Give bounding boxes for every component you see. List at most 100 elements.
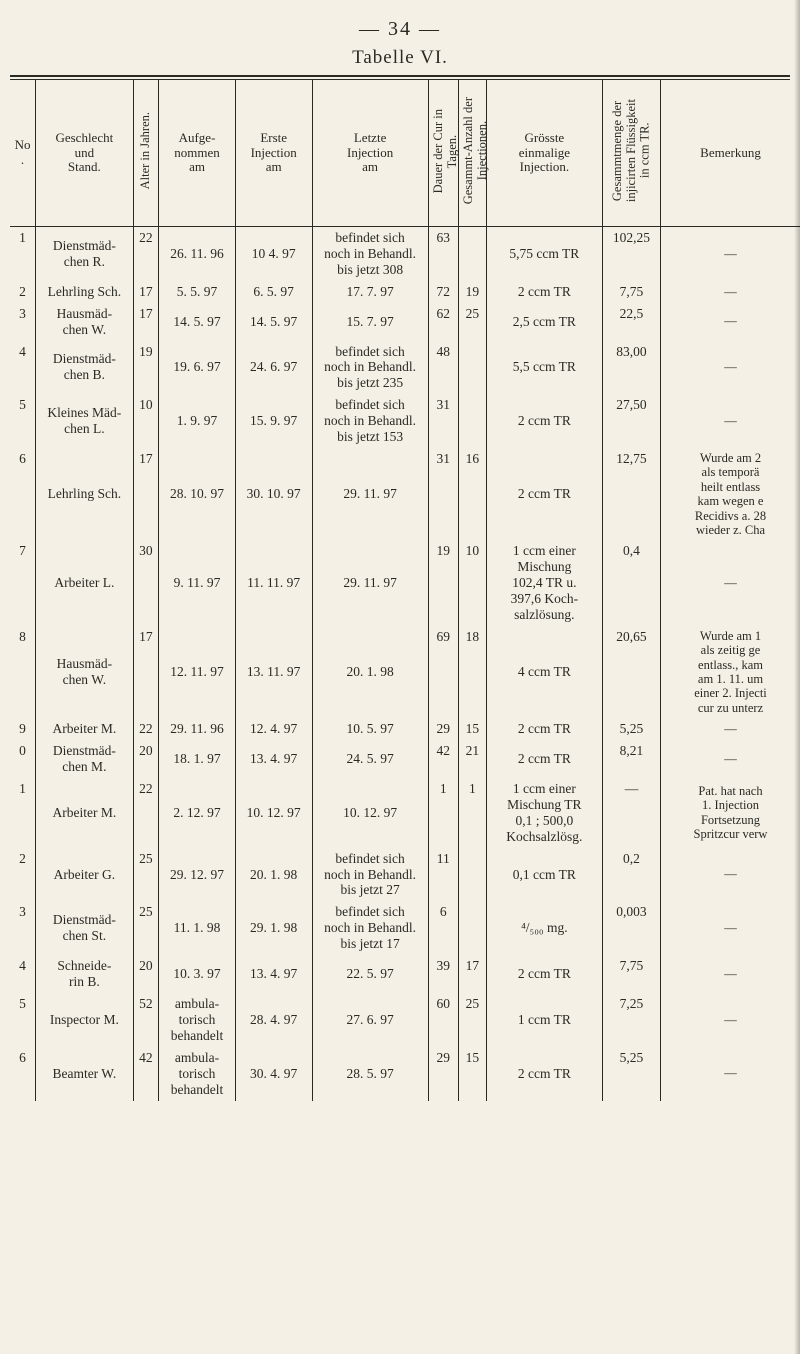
cell-no: 2	[10, 848, 36, 902]
cell-stand: Dienstmäd-chen M.	[36, 740, 134, 778]
col-bem-header: Bemerkung	[661, 80, 800, 227]
cell-letzte: befindet sichnoch in Behandl.bis jetzt 2…	[312, 341, 428, 395]
col-menge-header: Gesammtmenge derinjicirten Flüssigkeitin…	[602, 80, 660, 227]
cell-letzte: 29. 11. 97	[312, 540, 428, 626]
cell-stand: Hausmäd-chen W.	[36, 626, 134, 718]
cell-aufge: 26. 11. 96	[159, 227, 236, 281]
cell-stand: Schneide-rin B.	[36, 955, 134, 993]
cell-stand: Kleines Mäd-chen L.	[36, 394, 134, 448]
cell-alter: 25	[133, 901, 159, 955]
cell-alter: 22	[133, 778, 159, 848]
cell-erste: 10 4. 97	[235, 227, 312, 281]
cell-stand: Dienstmäd-chen St.	[36, 901, 134, 955]
cell-aufge: 5. 5. 97	[159, 281, 236, 303]
col-letzte-header: LetzteInjectionam	[312, 80, 428, 227]
cell-gross: 2 ccm TR	[486, 394, 602, 448]
cell-aufge: 29. 12. 97	[159, 848, 236, 902]
cell-no: 5	[10, 993, 36, 1047]
cell-letzte: 22. 5. 97	[312, 955, 428, 993]
table-row: 1Dienstmäd-chen R.2226. 11. 9610 4. 97be…	[10, 227, 800, 281]
cell-menge: 5,25	[602, 718, 660, 740]
cell-stand: Arbeiter M.	[36, 778, 134, 848]
col-gross-header: GrössteeinmaligeInjection.	[486, 80, 602, 227]
cell-letzte: 17. 7. 97	[312, 281, 428, 303]
cell-erste: 13. 4. 97	[235, 955, 312, 993]
cell-anz: 25	[458, 303, 486, 341]
cell-dauer: 60	[428, 993, 458, 1047]
page: — 34 — Tabelle VI. No. GeschlechtundStan…	[0, 0, 800, 1354]
cell-aufge: 9. 11. 97	[159, 540, 236, 626]
col-alter-header: Alter in Jahren.	[133, 80, 159, 227]
table-row: 3Dienstmäd-chen St.2511. 1. 9829. 1. 98b…	[10, 901, 800, 955]
cell-gross: 5,5 ccm TR	[486, 341, 602, 395]
cell-letzte: 27. 6. 97	[312, 993, 428, 1047]
cell-gross: 2 ccm TR	[486, 718, 602, 740]
cell-bem: —	[661, 303, 800, 341]
cell-dauer: 48	[428, 341, 458, 395]
cell-no: 4	[10, 955, 36, 993]
cell-gross: 2 ccm TR	[486, 955, 602, 993]
table-row: 2Lehrling Sch.175. 5. 976. 5. 9717. 7. 9…	[10, 281, 800, 303]
cell-no: 6	[10, 1047, 36, 1101]
cell-erste: 30. 10. 97	[235, 448, 312, 540]
cell-no: 6	[10, 448, 36, 540]
cell-alter: 42	[133, 1047, 159, 1101]
cell-erste: 20. 1. 98	[235, 848, 312, 902]
cell-stand: Arbeiter G.	[36, 848, 134, 902]
cell-bem: Wurde am 2als temporäheilt entlasskam we…	[661, 448, 800, 540]
cell-alter: 19	[133, 341, 159, 395]
table-row: 1Arbeiter M.222. 12. 9710. 12. 9710. 12.…	[10, 778, 800, 848]
cell-gross: 2 ccm TR	[486, 281, 602, 303]
table-row: 4Schneide-rin B.2010. 3. 9713. 4. 9722. …	[10, 955, 800, 993]
cell-aufge: 14. 5. 97	[159, 303, 236, 341]
cell-menge: 5,25	[602, 1047, 660, 1101]
cell-erste: 13. 4. 97	[235, 740, 312, 778]
cell-dauer: 62	[428, 303, 458, 341]
table-row: 4Dienstmäd-chen B.1919. 6. 9724. 6. 97be…	[10, 341, 800, 395]
cell-dauer: 19	[428, 540, 458, 626]
cell-dauer: 31	[428, 394, 458, 448]
cell-menge: 8,21	[602, 740, 660, 778]
cell-letzte: 10. 12. 97	[312, 778, 428, 848]
cell-anz	[458, 901, 486, 955]
cell-erste: 10. 12. 97	[235, 778, 312, 848]
cell-bem: —	[661, 540, 800, 626]
cell-menge: 0,4	[602, 540, 660, 626]
page-number: — 34 —	[0, 18, 800, 41]
col-dauer-header: Dauer der Cur inTagen.	[428, 80, 458, 227]
cell-menge: 83,00	[602, 341, 660, 395]
data-table: No. GeschlechtundStand. Alter in Jahren.…	[10, 80, 800, 1101]
cell-no: 3	[10, 901, 36, 955]
cell-letzte: 28. 5. 97	[312, 1047, 428, 1101]
cell-alter: 17	[133, 626, 159, 718]
cell-menge: —	[602, 778, 660, 848]
table-row: 0Dienstmäd-chen M.2018. 1. 9713. 4. 9724…	[10, 740, 800, 778]
cell-gross: ⁴/₅₀₀ mg.	[486, 901, 602, 955]
cell-gross: 5,75 ccm TR	[486, 227, 602, 281]
cell-bem: —	[661, 993, 800, 1047]
cell-gross: 1 ccm einerMischung TR0,1 ; 500,0Kochsal…	[486, 778, 602, 848]
cell-alter: 17	[133, 448, 159, 540]
cell-letzte: 10. 5. 97	[312, 718, 428, 740]
cell-menge: 7,75	[602, 955, 660, 993]
col-anz-header: Gesammt-Anzahl derInjectionen.	[458, 80, 486, 227]
table-row: 5Kleines Mäd-chen L.101. 9. 9715. 9. 97b…	[10, 394, 800, 448]
cell-bem: —	[661, 394, 800, 448]
cell-letzte: 24. 5. 97	[312, 740, 428, 778]
cell-erste: 24. 6. 97	[235, 341, 312, 395]
table-row: 8Hausmäd-chen W.1712. 11. 9713. 11. 9720…	[10, 626, 800, 718]
cell-letzte: befindet sichnoch in Behandl.bis jetzt 3…	[312, 227, 428, 281]
cell-dauer: 11	[428, 848, 458, 902]
col-stand-header: GeschlechtundStand.	[36, 80, 134, 227]
cell-aufge: 11. 1. 98	[159, 901, 236, 955]
cell-erste: 15. 9. 97	[235, 394, 312, 448]
cell-anz: 15	[458, 1047, 486, 1101]
cell-dauer: 39	[428, 955, 458, 993]
cell-bem: —	[661, 341, 800, 395]
cell-alter: 17	[133, 281, 159, 303]
cell-erste: 11. 11. 97	[235, 540, 312, 626]
cell-gross: 2,5 ccm TR	[486, 303, 602, 341]
table-row: 6Lehrling Sch.1728. 10. 9730. 10. 9729. …	[10, 448, 800, 540]
cell-anz: 17	[458, 955, 486, 993]
cell-aufge: 29. 11. 96	[159, 718, 236, 740]
